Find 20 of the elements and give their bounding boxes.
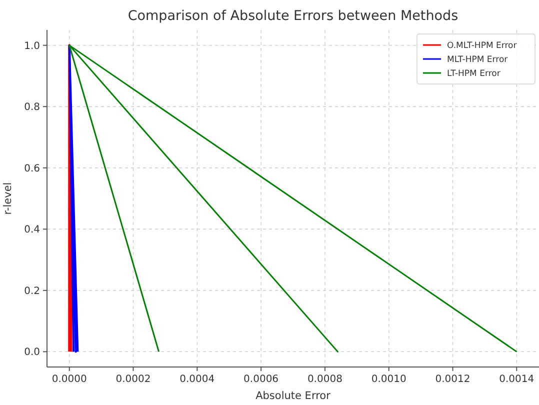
x-tick-label: 0.0004	[180, 374, 215, 385]
x-tick-label: 0.0014	[499, 374, 534, 385]
y-tick-label: 0.4	[24, 224, 40, 236]
y-tick-label: 0.2	[24, 286, 40, 297]
y-tick-label: 0.8	[24, 102, 40, 114]
x-tick-label: 0.0006	[244, 374, 279, 385]
x-tick-label: 0.0000	[52, 374, 87, 385]
x-tick-label: 0.0010	[371, 374, 406, 385]
legend-label: MLT-HPM Error	[447, 55, 508, 65]
y-axis-title: r-level	[2, 182, 14, 215]
y-tick-label: 1.0	[24, 40, 40, 52]
chart-title: Comparison of Absolute Errors between Methods	[128, 8, 458, 24]
legend-label: LT-HPM Error	[447, 69, 501, 79]
y-tick-label: 0.6	[24, 163, 40, 174]
x-tick-label: 0.0012	[435, 374, 470, 385]
legend-label: O.MLT-HPM Error	[447, 41, 518, 51]
x-tick-label: 0.0008	[307, 374, 342, 385]
x-tick-label: 0.0002	[116, 374, 151, 385]
y-tick-label: 0.0	[24, 347, 40, 358]
x-axis-title: Absolute Error	[256, 390, 332, 402]
